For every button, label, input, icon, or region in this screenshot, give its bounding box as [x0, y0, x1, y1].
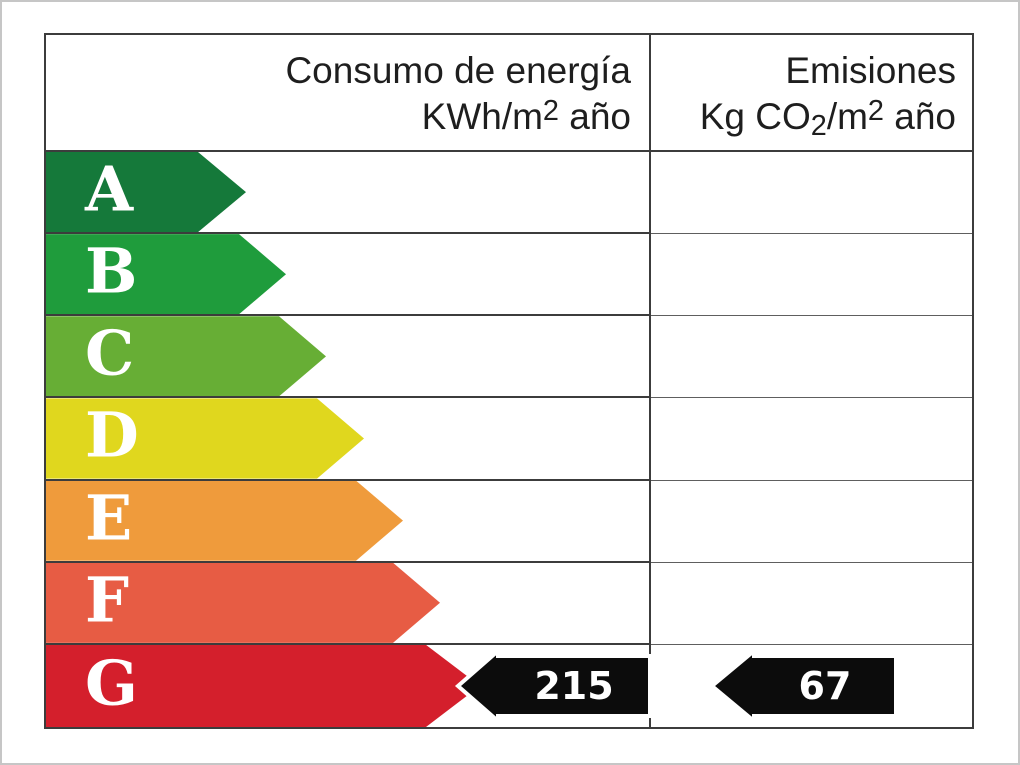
- emissions-rating-cell: [651, 398, 972, 481]
- rating-bar-arrow: [46, 152, 246, 233]
- emissions-unit-pre: Kg CO: [699, 96, 811, 137]
- emissions-unit-sub: 2: [810, 110, 827, 143]
- table-inner: Consumo de energía KWh/m2 año Emisiones …: [46, 35, 972, 727]
- rating-letter: F: [85, 563, 130, 637]
- rating-letter: A: [85, 152, 134, 226]
- rating-bar-arrow: [46, 562, 440, 643]
- left-arrow-icon: [454, 646, 652, 726]
- rating-row: C: [46, 316, 972, 399]
- energy-rating-cell: B: [46, 234, 651, 317]
- header-row: Consumo de energía KWh/m2 año Emisiones …: [46, 35, 972, 152]
- emissions-column-header: Emisiones Kg CO2/m2 año: [651, 35, 972, 152]
- rating-letter: C: [85, 316, 135, 390]
- emissions-rating-cell: [651, 152, 972, 235]
- emissions-unit-post: año: [883, 96, 956, 137]
- emissions-column-unit: Kg CO2/m2 año: [651, 94, 956, 143]
- rating-letter: D: [85, 399, 139, 473]
- emissions-unit-sup: 2: [867, 95, 884, 128]
- energy-value: 215: [534, 664, 614, 708]
- rating-row: A: [46, 152, 972, 235]
- rating-letter: B: [85, 234, 138, 308]
- emissions-unit-mid: /m: [826, 96, 868, 137]
- energy-column-title: Consumo de energía: [285, 50, 631, 91]
- rating-row: E: [46, 480, 972, 563]
- emissions-value: 67: [798, 664, 852, 708]
- rating-row: B: [46, 234, 972, 317]
- rating-letter: G: [85, 646, 138, 720]
- energy-rating-cell: A: [46, 152, 651, 235]
- rating-bar-arrow: [46, 644, 480, 727]
- energy-rating-cell: C: [46, 316, 651, 399]
- energy-value-arrow: 215: [454, 646, 652, 726]
- emissions-column-title: Emisiones: [785, 50, 956, 91]
- rating-letter: E: [85, 481, 133, 555]
- left-arrow-icon: [708, 646, 898, 726]
- emissions-rating-cell: [651, 563, 972, 645]
- rating-row: F: [46, 562, 972, 645]
- emissions-rating-cell: [651, 481, 972, 563]
- energy-column-unit: KWh/m2 año: [46, 94, 631, 143]
- rating-bar-arrow: [46, 234, 286, 315]
- rating-bar-arrow: [46, 398, 364, 479]
- emissions-value-arrow: 67: [708, 646, 900, 726]
- energy-unit-pre: KWh/m: [421, 96, 543, 137]
- energy-certificate-table: Consumo de energía KWh/m2 año Emisiones …: [44, 33, 974, 729]
- rating-row: D: [46, 398, 972, 481]
- rating-bar-arrow: [46, 480, 403, 561]
- energy-unit-sup: 2: [542, 95, 559, 128]
- rating-bar-arrow: [46, 316, 326, 397]
- emissions-rating-cell: [651, 316, 972, 399]
- energy-rating-cell: D: [46, 398, 651, 481]
- energy-column-header: Consumo de energía KWh/m2 año: [46, 35, 651, 152]
- energy-rating-cell: F: [46, 562, 651, 645]
- emissions-rating-cell: [651, 234, 972, 317]
- rating-row: G: [46, 644, 972, 727]
- energy-rating-cell: E: [46, 480, 651, 563]
- energy-rating-cell: G: [46, 644, 651, 727]
- rating-rows: A B C D E F: [46, 152, 972, 727]
- energy-unit-post: año: [558, 96, 631, 137]
